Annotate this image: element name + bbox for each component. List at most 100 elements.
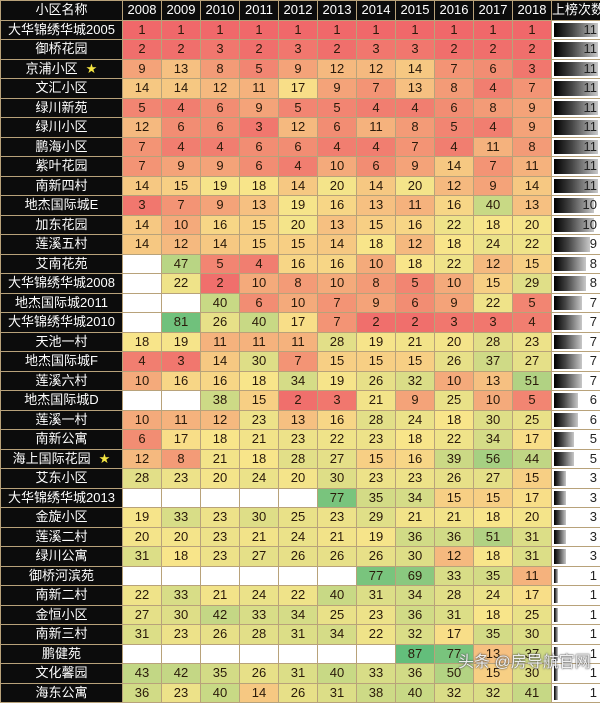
rank-cell: 17: [279, 313, 318, 333]
empty-cell: [162, 391, 201, 411]
count-value: 6: [590, 411, 600, 429]
column-header-year: 2017: [474, 1, 513, 21]
community-name: 大华锦绣华城2010: [8, 314, 115, 329]
community-name: 绿川小区: [35, 119, 87, 134]
rank-cell: 14: [123, 176, 162, 196]
community-name: 地杰国际城D: [24, 392, 98, 407]
rank-cell: 10: [435, 371, 474, 391]
row-name-cell: 海东公寓: [1, 683, 123, 703]
row-name-cell: 京浦小区★: [1, 59, 123, 79]
count-cell: 6: [552, 410, 600, 430]
rank-cell: 24: [474, 586, 513, 606]
rank-cell: 20: [279, 215, 318, 235]
rank-cell: 30: [513, 664, 552, 684]
row-name-cell: 天池一村: [1, 332, 123, 352]
rank-cell: 18: [474, 547, 513, 567]
rank-cell: 11: [240, 332, 279, 352]
rank-cell: 17: [513, 430, 552, 450]
rank-cell: 22: [318, 430, 357, 450]
count-value: 3: [590, 489, 600, 507]
empty-cell: [123, 391, 162, 411]
rank-cell: 36: [396, 527, 435, 547]
rank-cell: 11: [162, 410, 201, 430]
count-cell: 3: [552, 469, 600, 489]
rank-cell: 27: [123, 605, 162, 625]
count-value: 3: [590, 469, 600, 487]
rank-cell: 23: [162, 625, 201, 645]
count-data-bar: [554, 393, 578, 408]
rank-cell: 40: [318, 586, 357, 606]
rank-cell: 15: [474, 274, 513, 294]
rank-cell: 56: [474, 449, 513, 469]
rank-cell: 4: [357, 98, 396, 118]
rank-cell: 18: [435, 410, 474, 430]
rank-cell: 19: [279, 196, 318, 216]
rank-cell: 35: [357, 488, 396, 508]
rank-cell: 2: [435, 40, 474, 60]
community-name: 金旋小区: [35, 509, 87, 524]
count-data-bar: [554, 608, 558, 623]
empty-cell: [123, 644, 162, 664]
count-value: 3: [590, 547, 600, 565]
rank-cell: 28: [240, 625, 279, 645]
rank-cell: 33: [240, 605, 279, 625]
empty-cell: [123, 293, 162, 313]
rank-cell: 15: [513, 254, 552, 274]
rank-cell: 23: [162, 469, 201, 489]
rank-cell: 47: [162, 254, 201, 274]
rank-cell: 15: [357, 449, 396, 469]
rank-cell: 26: [318, 547, 357, 567]
empty-cell: [279, 644, 318, 664]
rank-cell: 2: [474, 40, 513, 60]
community-name: 海上国际花园: [13, 451, 91, 466]
rank-cell: 40: [396, 683, 435, 703]
rank-cell: 18: [435, 235, 474, 255]
rank-cell: 21: [396, 508, 435, 528]
count-value: 11: [584, 99, 600, 117]
rank-cell: 26: [201, 313, 240, 333]
count-cell: 11: [552, 79, 600, 99]
rank-cell: 23: [513, 332, 552, 352]
rank-cell: 1: [318, 20, 357, 40]
row-name-cell: 金旋小区: [1, 508, 123, 528]
rank-cell: 15: [162, 176, 201, 196]
rank-cell: 15: [318, 352, 357, 372]
rank-cell: 20: [435, 332, 474, 352]
rank-cell: 2: [123, 40, 162, 60]
rank-cell: 22: [513, 235, 552, 255]
rank-cell: 35: [201, 664, 240, 684]
row-name-cell: 绿川公寓: [1, 547, 123, 567]
rank-cell: 9: [513, 118, 552, 138]
rank-cell: 7: [474, 157, 513, 177]
community-name: 地杰国际城2011: [15, 295, 108, 310]
rank-cell: 15: [357, 215, 396, 235]
rank-cell: 34: [279, 371, 318, 391]
rank-cell: 11: [513, 157, 552, 177]
row-name-cell: 大华锦绣华城2013: [1, 488, 123, 508]
row-name-cell: 御桥花园: [1, 40, 123, 60]
rank-cell: 3: [123, 196, 162, 216]
rank-cell: 4: [513, 313, 552, 333]
rank-cell: 10: [279, 293, 318, 313]
community-name: 地杰国际城F: [25, 353, 98, 368]
count-cell: 5: [552, 430, 600, 450]
rank-cell: 30: [474, 410, 513, 430]
rank-cell: 7: [318, 293, 357, 313]
rank-cell: 18: [201, 430, 240, 450]
count-data-bar: [554, 510, 566, 525]
rank-cell: 6: [240, 157, 279, 177]
empty-cell: [357, 644, 396, 664]
rank-cell: 50: [435, 664, 474, 684]
rank-cell: 8: [513, 137, 552, 157]
rank-cell: 12: [123, 118, 162, 138]
rank-cell: 18: [240, 449, 279, 469]
row-name-cell: 地杰国际城E: [1, 196, 123, 216]
rank-cell: 25: [513, 605, 552, 625]
empty-cell: [123, 313, 162, 333]
